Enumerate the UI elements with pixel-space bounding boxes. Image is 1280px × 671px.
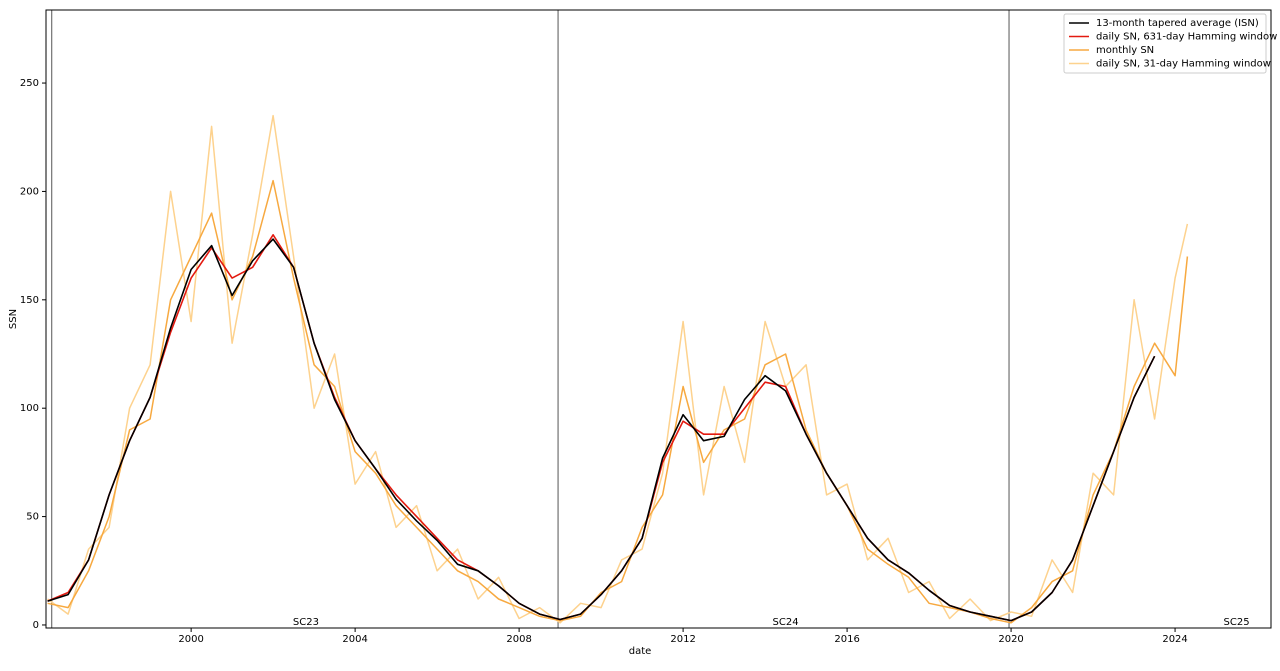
legend-box — [1063, 13, 1267, 74]
legend-label: 13-month tapered average (ISN) — [1096, 18, 1259, 29]
y-tick-label: 100 — [20, 403, 39, 414]
y-axis-label: SSN — [8, 309, 19, 329]
y-tick-label: 250 — [20, 78, 39, 89]
cycle-label: SC25 — [1224, 617, 1250, 628]
x-tick-label: 2016 — [834, 634, 859, 645]
y-tick-label: 200 — [20, 186, 39, 197]
series-line — [47, 234, 1156, 622]
series-line — [47, 114, 1189, 624]
y-tick-label: 50 — [26, 512, 39, 523]
y-tick-label: 150 — [20, 295, 39, 306]
x-tick-label: 2024 — [1162, 634, 1187, 645]
y-tick-label: 0 — [33, 620, 39, 631]
x-axis-label: date — [629, 646, 652, 657]
cycle-label: SC24 — [773, 617, 799, 628]
cycle-label: SC23 — [293, 617, 319, 628]
legend-label: daily SN, 31-day Hamming window — [1096, 59, 1271, 70]
legend-label: monthly SN — [1096, 45, 1154, 56]
x-tick-label: 2020 — [998, 634, 1023, 645]
x-tick-label: 2012 — [670, 634, 695, 645]
series-line — [47, 238, 1156, 622]
x-tick-label: 2008 — [506, 634, 531, 645]
series-line — [47, 179, 1189, 624]
x-tick-label: 2004 — [342, 634, 367, 645]
legend-label: daily SN, 631-day Hamming window — [1096, 32, 1277, 43]
x-tick-label: 2000 — [178, 634, 203, 645]
plot-frame — [45, 9, 1272, 629]
